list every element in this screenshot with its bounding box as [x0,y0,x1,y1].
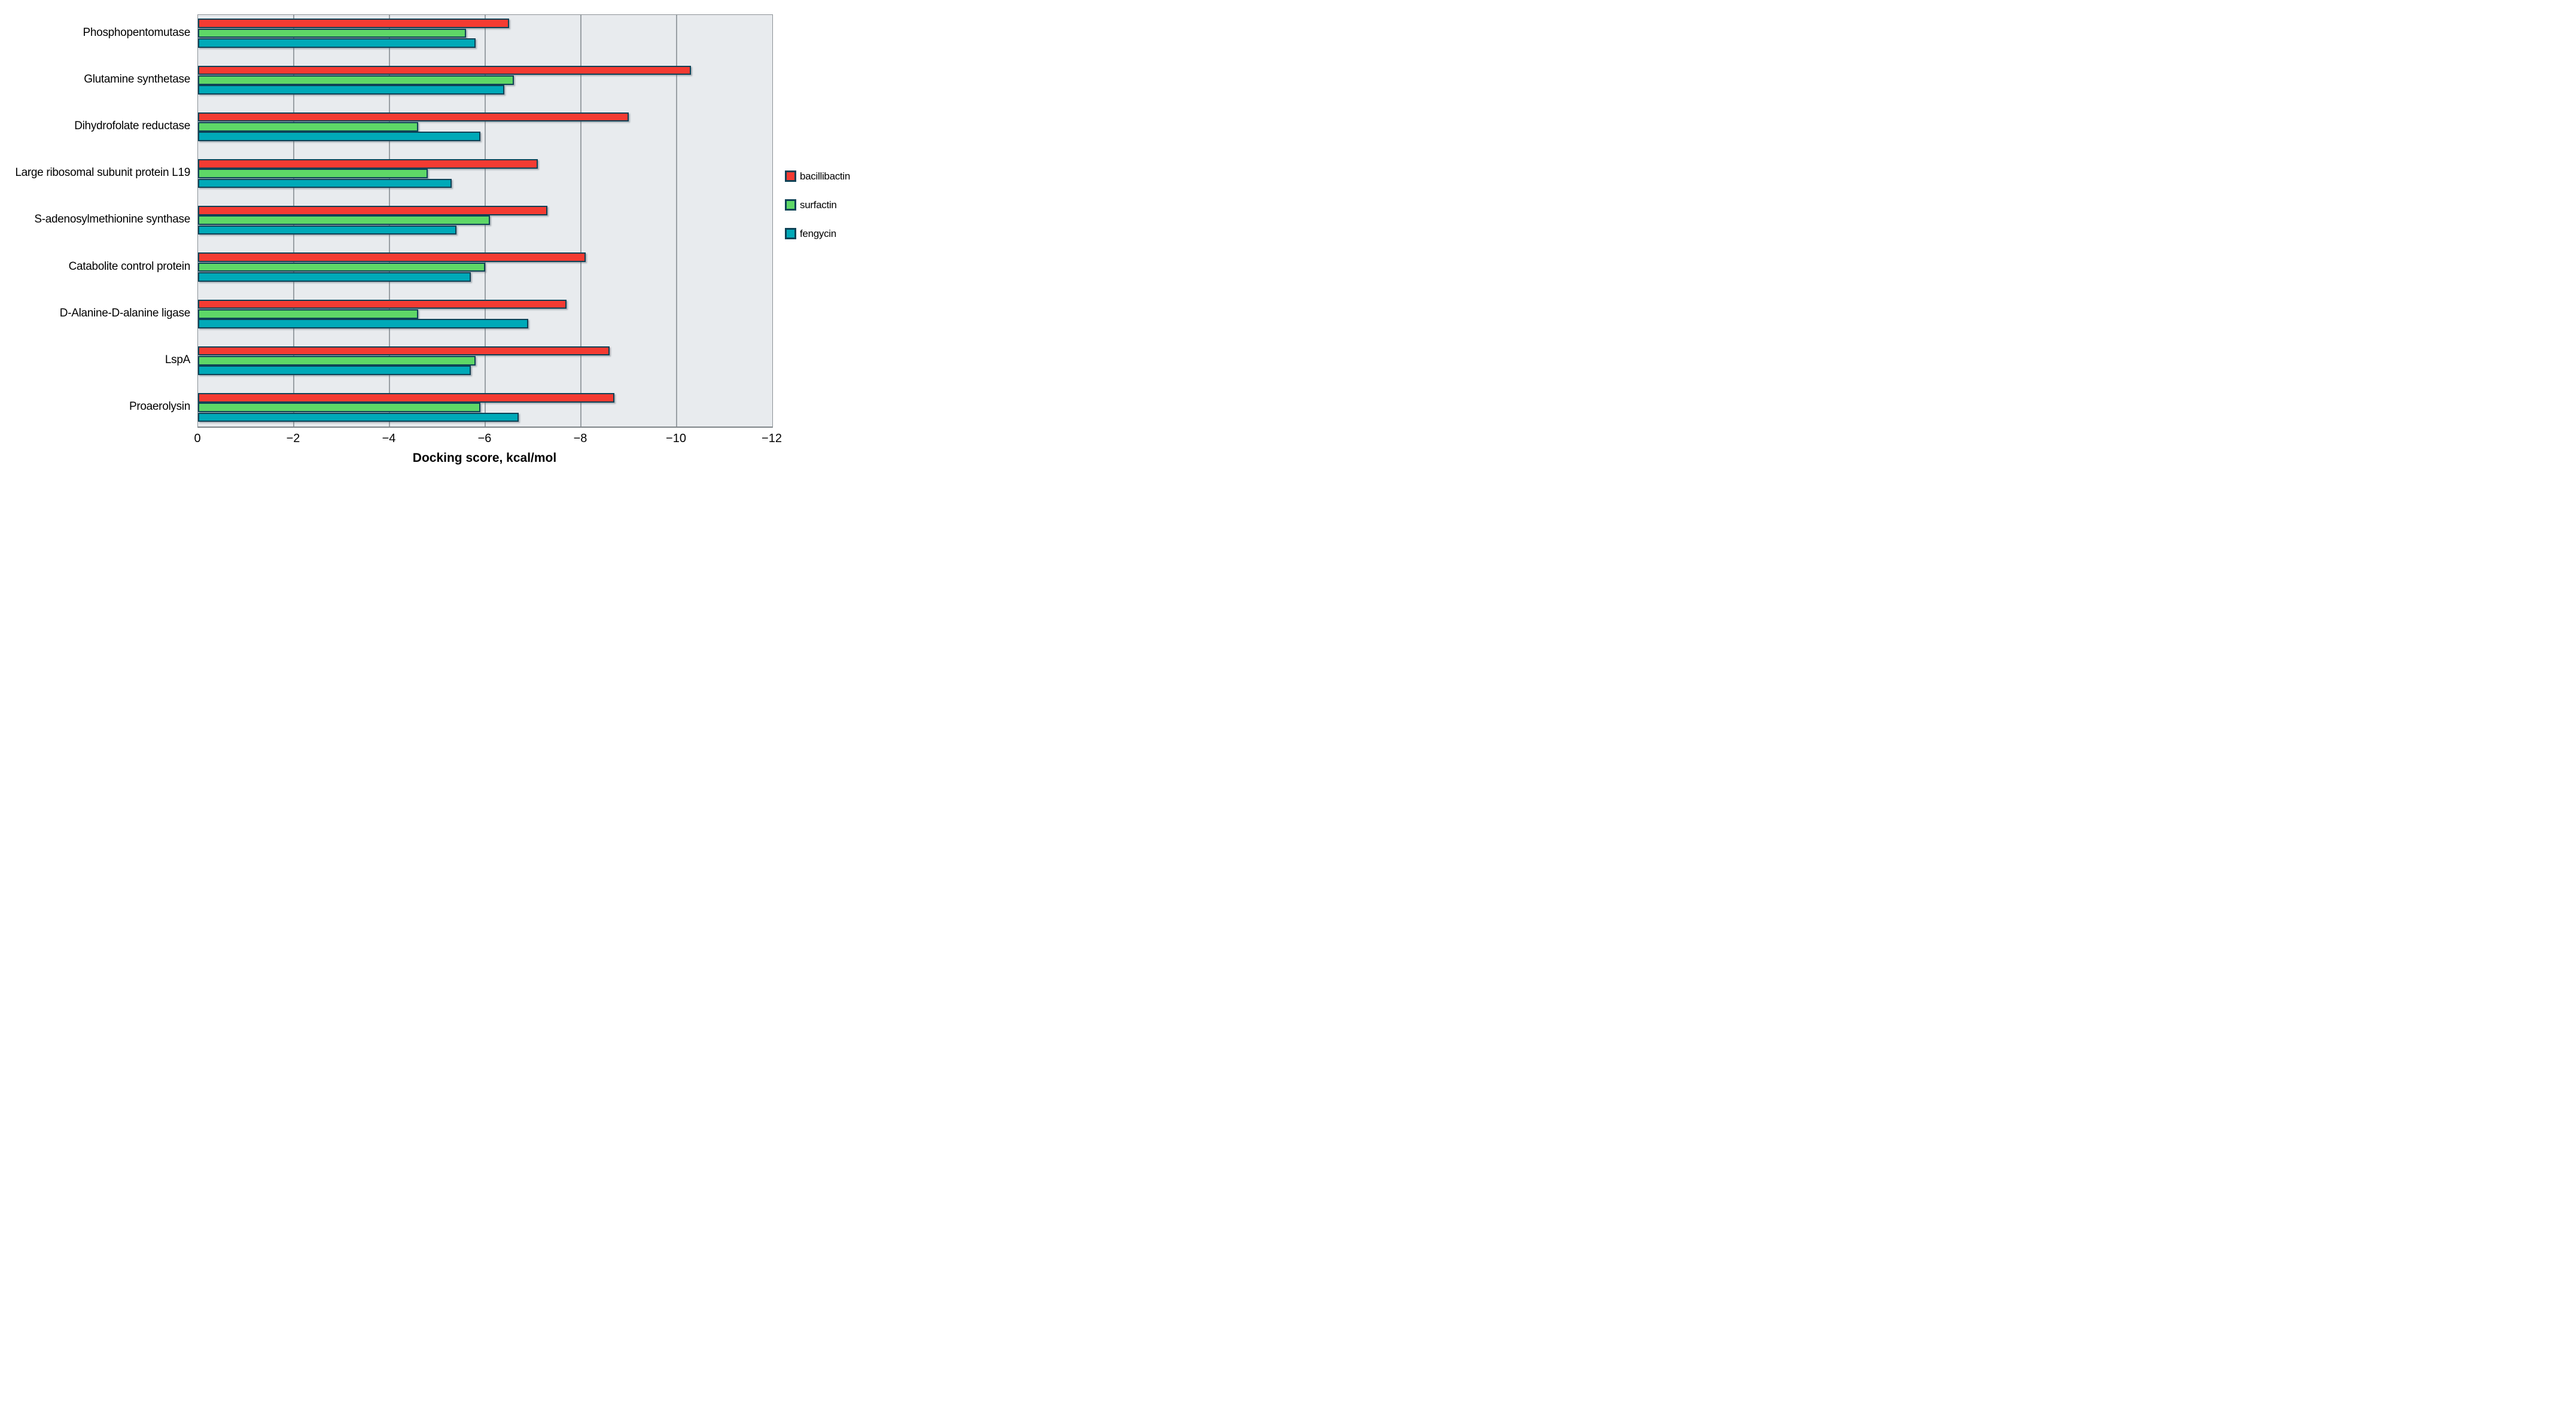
category-label: Proaerolysin [129,400,190,413]
bar-surfactin [198,309,418,319]
bar-fengycin [198,132,480,142]
x-axis-title: Docking score, kcal/mol [412,451,557,465]
legend: bacillibactin surfactin fengycin [785,170,850,257]
category-label: LspA [165,353,190,366]
bar-bacillibactin [198,206,547,215]
plot-area [197,14,773,428]
x-tick-label: −4 [382,432,396,445]
category-label: D-Alanine-D-alanine ligase [59,306,191,319]
category-label: Large ribosomal subunit protein L19 [15,166,190,179]
legend-swatch-fengycin [785,228,796,239]
bar-bacillibactin [198,252,586,262]
category-label: Catabolite control protein [68,260,191,273]
bar-surfactin [198,356,476,366]
legend-item-bacillibactin: bacillibactin [785,170,850,182]
x-tick-label: 0 [194,432,201,445]
bar-bacillibactin [198,65,691,75]
category-label: Phosphopentomutase [83,26,191,39]
legend-item-fengycin: fengycin [785,227,850,239]
x-tick-label: −8 [573,432,587,445]
bar-bacillibactin [198,392,614,403]
bar-surfactin [198,403,480,412]
legend-label: fengycin [800,227,836,239]
bar-bacillibactin [198,346,610,356]
docking-score-bar-chart: Phosphopentomutase Glutamine synthetase Di… [0,0,858,471]
bar-surfactin [198,169,428,178]
x-tick-label: −10 [666,432,686,445]
category-label: Dihydrofolate reductase [74,119,190,132]
x-tick-label: −6 [477,432,492,445]
legend-swatch-surfactin [785,199,796,211]
bar-fengycin [198,85,504,95]
gridline [580,15,581,427]
bar-fengycin [198,38,476,48]
legend-item-surfactin: surfactin [785,199,850,211]
category-label: Glutamine synthetase [84,72,190,86]
x-tick-label: −2 [286,432,300,445]
bar-bacillibactin [198,112,629,122]
category-label: S-adenosylmethionine synthase [34,213,190,226]
bar-bacillibactin [198,159,538,169]
bar-fengycin [198,412,519,422]
x-tick-label: −12 [762,432,782,445]
bar-surfactin [198,215,490,226]
bar-fengycin [198,178,452,188]
legend-swatch-bacillibactin [785,170,796,182]
legend-label: surfactin [800,199,837,211]
bar-fengycin [198,225,456,235]
bar-fengycin [198,319,528,328]
legend-label: bacillibactin [800,170,850,182]
bar-bacillibactin [198,299,567,309]
bar-surfactin [198,262,485,272]
bar-surfactin [198,75,514,85]
bar-fengycin [198,272,471,282]
bar-bacillibactin [198,19,509,28]
bar-fengycin [198,366,471,376]
gridline [676,15,677,427]
bar-surfactin [198,28,466,38]
bar-surfactin [198,122,418,132]
